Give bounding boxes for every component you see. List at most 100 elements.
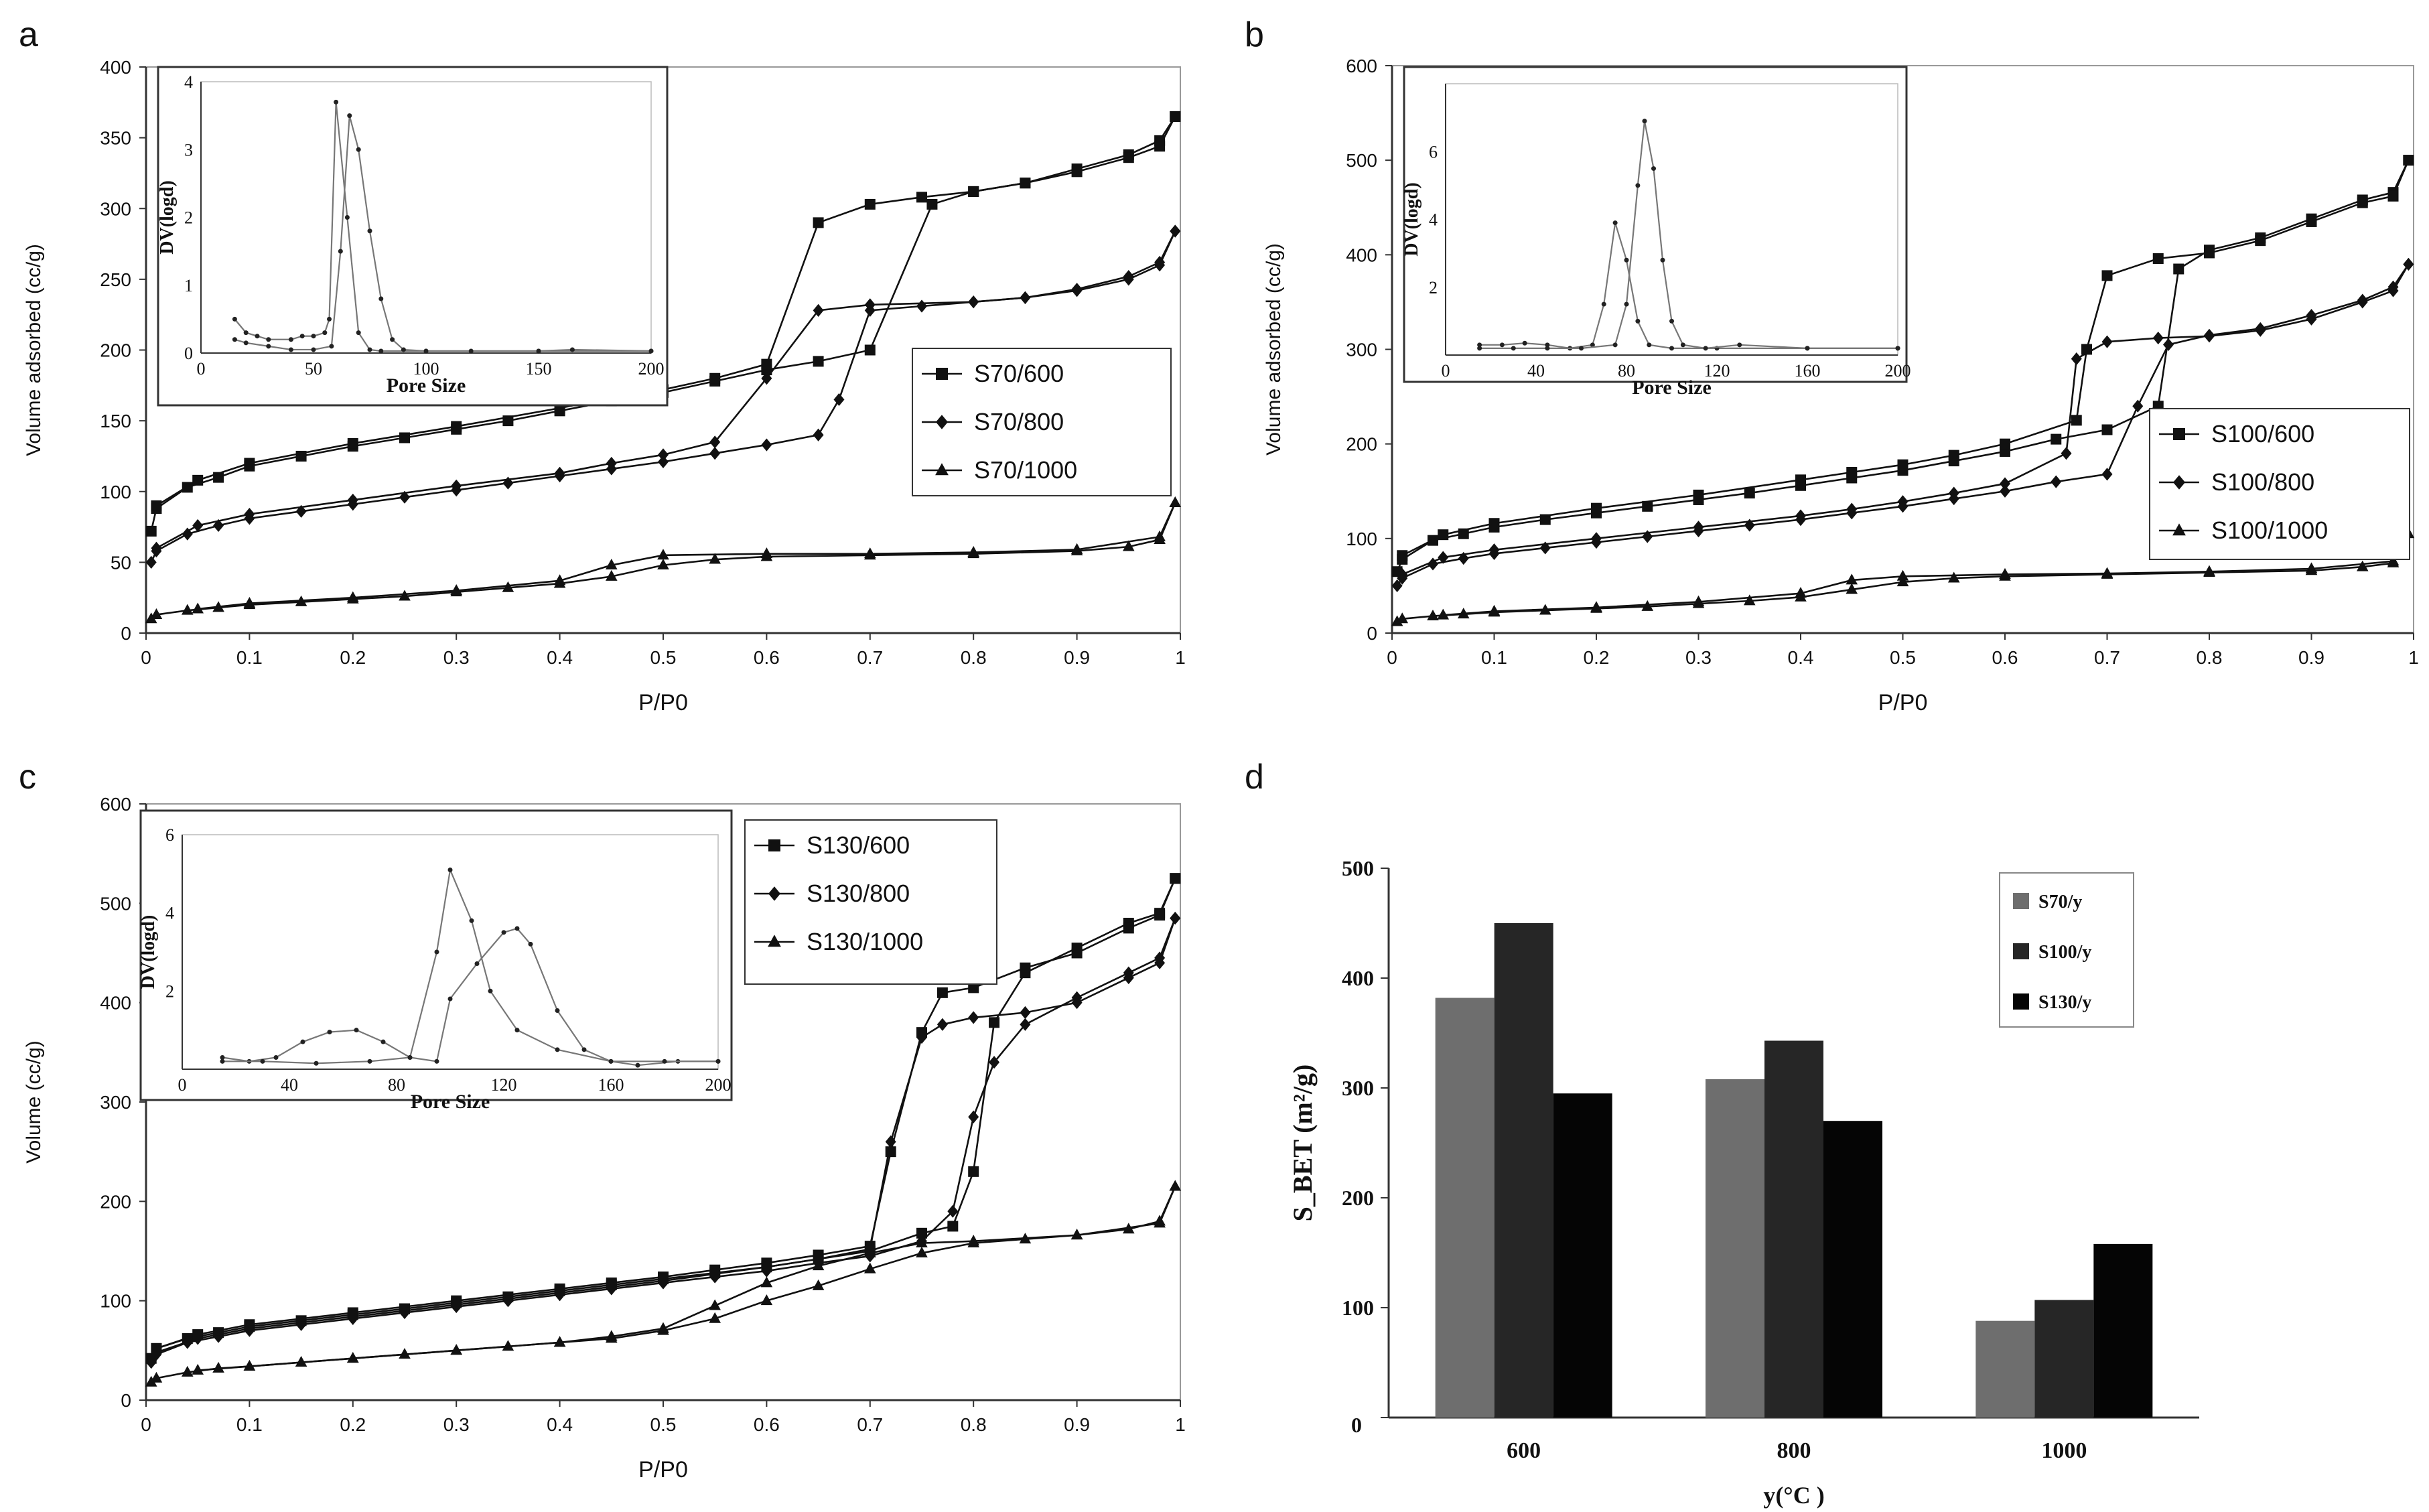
data-point [347,1310,358,1323]
data-point [1123,922,1134,934]
data-point [2163,338,2174,352]
y-tick-label: 400 [1342,966,1374,990]
legend-marker-triangle [768,935,781,947]
data-point [967,1235,979,1246]
x-tick-label: 0.8 [2197,647,2223,668]
data-point [813,1252,824,1265]
data-point [864,198,876,210]
data-point [2101,567,2113,578]
data-point [709,372,721,384]
data-point [1591,502,1602,514]
data-point [916,1030,927,1044]
inset-x-tick-label: 50 [305,359,322,379]
data-point [968,1011,979,1024]
data-point [151,1346,162,1359]
inset-data-point [1511,346,1516,351]
inset-curve [222,867,718,1064]
data-point [2204,330,2215,343]
data-point [1391,579,1403,593]
inset-data-point [1612,220,1618,226]
inset-data-point [469,918,474,923]
y-tick-label: 100 [100,482,131,502]
data-point [606,569,618,581]
inset-curve [234,115,652,352]
bar-S130/y-600 [1553,1093,1612,1418]
data-point [243,597,256,608]
inset-data-point [220,1058,225,1064]
data-point [761,358,772,370]
data-point [864,1246,876,1257]
data-point [812,1259,825,1271]
legend-label: S130/600 [807,831,910,859]
y-tick-label: 100 [1342,1296,1374,1320]
y-tick-label: 200 [1342,1186,1374,1210]
data-point [1123,971,1134,985]
panel-letter-a: a [19,15,38,54]
bar-S70/y-1000 [1975,1320,2035,1418]
inset-data-point [1579,346,1584,351]
data-point [947,1205,959,1218]
data-point [347,591,359,602]
data-point [2101,270,2113,281]
x-tick-label: 0.4 [547,1414,573,1435]
data-point [2306,216,2317,227]
inset-data-point [380,1039,386,1044]
data-point [1071,947,1083,959]
data-point [968,982,979,993]
x-tick-label: 0 [141,1414,151,1435]
inset-data-point [1624,257,1629,263]
inset-data-point [1737,342,1742,348]
x-tick-label: 0.8 [961,1414,987,1435]
inset-data-point [334,99,339,105]
inset-data-point [662,1058,667,1064]
data-point [1744,519,1755,532]
data-point [347,437,358,449]
data-point [145,1356,157,1369]
chart-panel-a: 0 0.1 0.2 0.3 0.4 0.5 0.6 0.7 0.8 0.9 105010015020… [23,57,1186,715]
y-tick-label: 100 [1346,529,1377,549]
panel-letter-d: d [1245,758,1264,797]
legend-label: S130/1000 [807,928,923,955]
data-point [1642,500,1653,512]
data-point [1438,529,1449,541]
inset-data-point [1601,301,1606,307]
data-point [1488,543,1500,557]
y-tick-label: 0 [1351,1413,1362,1437]
data-point [761,1260,772,1274]
inset-x-tick-label: 0 [178,1075,187,1095]
inset-data-point [311,334,316,339]
data-point [2061,447,2072,460]
y-tick-label: 400 [100,993,131,1014]
data-point [1170,111,1181,122]
y-tick-label: 600 [100,794,131,815]
inset-data-point [581,1047,587,1052]
inset-x-tick-label: 80 [1618,361,1635,381]
inset-data-point [347,113,352,119]
inset-y-tick-label: 3 [184,140,193,159]
legend-swatch [2013,993,2029,1010]
inset-data-point [1703,346,1708,351]
data-point [1438,551,1449,564]
data-point [1397,567,1408,581]
legend-label: S130/y [2038,992,2091,1013]
inset-x-axis-label: Pore Size [387,374,466,397]
y-tick-label: 600 [1346,56,1377,76]
x-tick-label: 0 [141,647,151,668]
data-point [1846,573,1858,585]
x-tick-label: 0 [1387,647,1397,668]
bar-S70/y-800 [1706,1079,1764,1418]
inset-data-point [1635,183,1641,188]
legend-label: S100/800 [2211,468,2314,496]
inset-x-tick-label: 200 [638,359,665,379]
inset-data-point [447,868,453,872]
y-tick-label: 500 [1346,150,1377,171]
x-tick-label: 0.9 [2298,647,2324,668]
data-point [1795,509,1806,523]
data-point [1170,911,1181,925]
inset-data-point [390,337,395,342]
chart-panel-d: 0 100 200 300 400 500 600 800 1000 y(°C ) S_BET (m… [1288,856,2199,1509]
inset-data-point [255,334,260,339]
data-point [2203,565,2215,576]
inset-y-axis-label: DV(logd) [138,915,159,989]
inset-data-point [327,316,332,322]
